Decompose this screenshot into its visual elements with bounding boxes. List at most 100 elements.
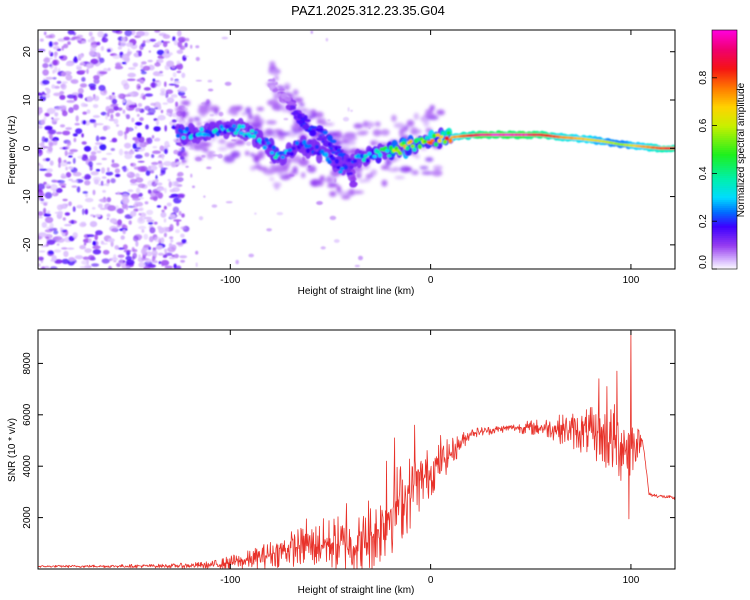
noise-blob [173, 140, 182, 143]
noise-blob [58, 183, 67, 187]
ridge-blob-core [334, 158, 340, 164]
noise-blob [161, 153, 165, 160]
halo-blob [250, 152, 255, 157]
noise-blob [92, 189, 96, 196]
noise-blob [76, 204, 83, 209]
colorbar-cell [712, 263, 737, 266]
noise-blob [82, 191, 89, 194]
noise-blob [70, 79, 79, 84]
noise-blob [181, 72, 186, 79]
halo-blob [196, 121, 202, 127]
halo-blob [336, 185, 342, 193]
spec-xtick-label: 0 [428, 275, 434, 286]
noise-blob [77, 93, 84, 98]
halo-blob [197, 107, 210, 115]
noise-blob [48, 133, 53, 140]
halo-blob [285, 173, 294, 178]
noise-blob [66, 99, 75, 103]
speckle-blob [320, 246, 326, 250]
noise-blob [136, 83, 141, 91]
noise-blob [41, 266, 46, 269]
noise-blob [78, 70, 86, 73]
noise-blob [154, 236, 162, 243]
ridge-blob-core [203, 133, 208, 137]
noise-blob [133, 208, 139, 212]
halo-blob [180, 115, 186, 120]
noise-blob [81, 260, 89, 265]
ridge-blob-core [359, 153, 365, 159]
ridge-blob-core [349, 165, 354, 169]
colorbar-cell [712, 241, 737, 244]
noise-blob [88, 50, 95, 57]
noise-blob [131, 117, 135, 123]
noise-blob [153, 260, 158, 264]
halo-blob [380, 129, 390, 136]
noise-blob [145, 258, 152, 263]
noise-blob [90, 171, 99, 176]
noise-blob [48, 250, 54, 255]
speckle-blob [178, 210, 182, 216]
noise-blob [146, 219, 155, 223]
speckle-blob [350, 109, 353, 112]
colorbar-cell [712, 35, 737, 39]
noise-blob [62, 198, 68, 202]
noise-blob [139, 117, 144, 122]
noise-blob [129, 128, 132, 132]
speckle-blob [178, 148, 182, 151]
noise-blob [124, 142, 132, 149]
noise-blob [75, 128, 83, 135]
noise-blob [140, 248, 147, 255]
colorbar-cell [712, 233, 737, 236]
ridge-blob-core [365, 158, 370, 163]
noise-blob [109, 218, 117, 224]
branch-trace [267, 77, 358, 188]
noise-blob [38, 183, 46, 190]
noise-blob [164, 125, 167, 132]
noise-blob [169, 236, 174, 240]
branch-blob [327, 141, 332, 147]
noise-blob [101, 258, 110, 264]
noise-blob [53, 236, 63, 241]
noise-blob [162, 226, 170, 233]
ridge-blob-core [224, 124, 230, 129]
noise-blob [164, 81, 167, 87]
noise-blob [110, 178, 116, 184]
halo-blob [320, 118, 327, 126]
noise-blob [145, 251, 153, 257]
noise-blob [137, 103, 143, 107]
branch-blob [304, 118, 311, 123]
ridge-blob-core [433, 142, 439, 147]
noise-blob [126, 42, 134, 47]
noise-blob [121, 37, 126, 41]
noise-blob [42, 63, 49, 69]
halo-blob [306, 165, 317, 173]
noise-blob [93, 121, 97, 128]
ridge-blob-core [388, 145, 394, 151]
colorbar-cell [712, 37, 737, 41]
halo-blob [227, 108, 237, 115]
noise-blob [141, 42, 146, 48]
halo-blob [181, 150, 187, 157]
noise-blob [81, 133, 84, 138]
noise-blob [53, 119, 58, 123]
noise-blob [38, 125, 43, 129]
speckle-blob [176, 161, 181, 165]
halo-blob [349, 136, 358, 141]
noise-blob [39, 38, 44, 42]
ridge-blob-core [179, 129, 184, 134]
ridge-blob-core [428, 141, 433, 145]
noise-blob [147, 189, 152, 194]
branch-blob [327, 135, 333, 142]
noise-blob [155, 74, 164, 77]
colorbar-cell [712, 159, 737, 163]
noise-blob [101, 157, 108, 161]
colorbar-cell [712, 229, 737, 232]
noise-blob [48, 129, 57, 135]
noise-blob [53, 230, 59, 235]
noise-blob [154, 42, 159, 47]
noise-blob [92, 115, 100, 118]
halo-blob [280, 104, 286, 111]
ridge-blob-core [222, 129, 228, 134]
noise-blob [42, 146, 49, 149]
noise-blob [79, 83, 88, 88]
